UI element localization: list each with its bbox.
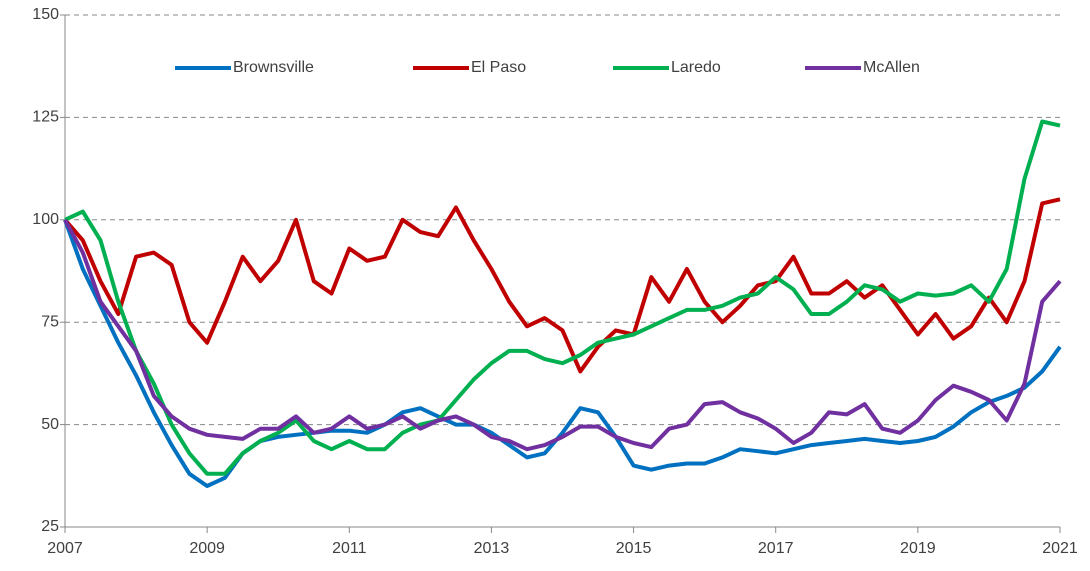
legend-label: Brownsville	[233, 59, 314, 76]
y-tick-label: 25	[41, 518, 59, 535]
y-tick-label: 125	[32, 109, 59, 126]
x-tick-label: 2019	[900, 540, 936, 557]
legend-label: McAllen	[863, 59, 920, 76]
series-line	[63, 219, 1062, 488]
series-line	[63, 218, 1062, 452]
legend-label: Laredo	[671, 59, 721, 76]
y-tick-label: 100	[32, 211, 59, 228]
x-tick-label: 2015	[616, 540, 652, 557]
x-tick-label: 2013	[474, 540, 510, 557]
x-tick-label: 2021	[1042, 540, 1078, 557]
x-tick-label: 2009	[189, 540, 225, 557]
x-tick-label: 2007	[47, 540, 83, 557]
y-tick-label: 75	[41, 313, 59, 330]
x-tick-label: 2017	[758, 540, 794, 557]
legend-label: El Paso	[471, 59, 526, 76]
y-tick-label: 150	[32, 6, 59, 23]
y-tick-label: 50	[41, 416, 59, 433]
series-line	[63, 197, 1061, 374]
x-tick-label: 2011	[332, 540, 367, 557]
series-line	[64, 119, 1061, 476]
